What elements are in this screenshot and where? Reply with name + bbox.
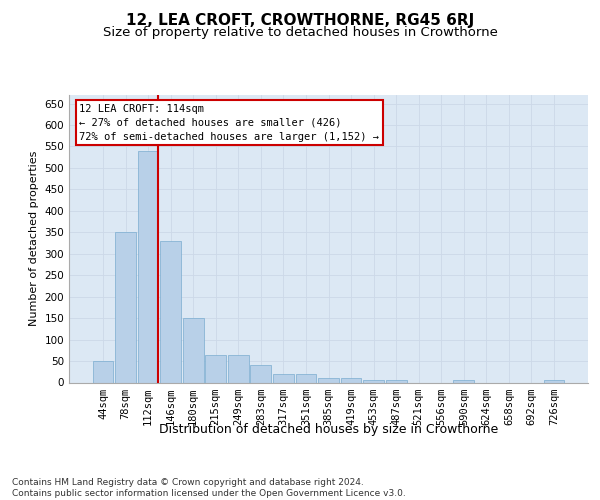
Bar xyxy=(115,232,136,382)
Bar xyxy=(341,378,361,382)
Bar xyxy=(160,241,181,382)
Bar xyxy=(228,354,248,382)
Bar xyxy=(183,318,203,382)
Bar xyxy=(92,361,113,382)
Bar xyxy=(544,380,565,382)
Bar xyxy=(454,380,474,382)
Bar xyxy=(137,151,158,382)
Bar xyxy=(205,354,226,382)
Bar xyxy=(273,374,294,382)
Y-axis label: Number of detached properties: Number of detached properties xyxy=(29,151,39,326)
Text: Contains HM Land Registry data © Crown copyright and database right 2024.
Contai: Contains HM Land Registry data © Crown c… xyxy=(12,478,406,498)
Bar xyxy=(386,380,407,382)
Text: 12 LEA CROFT: 114sqm
← 27% of detached houses are smaller (426)
72% of semi-deta: 12 LEA CROFT: 114sqm ← 27% of detached h… xyxy=(79,104,379,142)
Text: Size of property relative to detached houses in Crowthorne: Size of property relative to detached ho… xyxy=(103,26,497,39)
Bar xyxy=(250,366,271,382)
Bar xyxy=(363,380,384,382)
Bar xyxy=(318,378,339,382)
Text: 12, LEA CROFT, CROWTHORNE, RG45 6RJ: 12, LEA CROFT, CROWTHORNE, RG45 6RJ xyxy=(126,12,474,28)
Text: Distribution of detached houses by size in Crowthorne: Distribution of detached houses by size … xyxy=(159,422,499,436)
Bar xyxy=(296,374,316,382)
